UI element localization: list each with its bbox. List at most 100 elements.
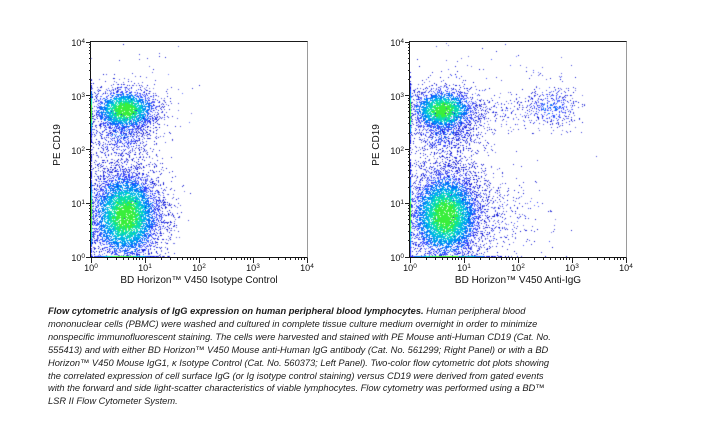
x-minor-tick [128, 258, 130, 260]
x-minor-tick [298, 258, 300, 260]
y-minor-tick [88, 97, 91, 99]
dot-plot-canvas [90, 42, 307, 257]
y-minor-tick [407, 123, 410, 125]
x-minor-tick [182, 258, 184, 260]
x-minor-tick [123, 258, 124, 260]
y-minor-tick [88, 103, 91, 105]
y-minor-tick [88, 116, 91, 118]
y-minor-tick [88, 62, 91, 64]
y-minor-tick [88, 186, 91, 188]
figure-caption: Flow cytometric analysis of IgG expressi… [48, 305, 562, 408]
x-minor-tick [177, 258, 178, 260]
x-tick-label: 104 [619, 263, 633, 273]
x-minor-tick [455, 258, 457, 260]
y-axis-tick-labels: 100 101 102 103 104 [57, 38, 85, 263]
plot-frame [89, 41, 308, 258]
y-major-tick [85, 41, 91, 43]
y-minor-tick [407, 151, 410, 153]
y-minor-tick [88, 170, 91, 172]
x-axis-tick-labels: 100 101 102 103 104 [84, 261, 314, 274]
y-axis-tick-labels: 100 101 102 103 104 [376, 38, 404, 263]
x-minor-tick [193, 258, 195, 260]
y-minor-tick [407, 214, 410, 216]
y-minor-tick [407, 53, 410, 55]
x-minor-tick [278, 258, 280, 260]
y-minor-tick [407, 218, 410, 220]
x-minor-tick [623, 258, 625, 260]
y-tick-label: 100 [71, 253, 85, 263]
x-major-tick [517, 258, 519, 263]
x-minor-tick [236, 258, 238, 260]
x-minor-tick [186, 258, 188, 260]
x-tick-label: 103 [565, 263, 579, 273]
y-minor-tick [88, 53, 91, 55]
x-minor-tick [550, 258, 551, 260]
x-tick-label: 103 [246, 263, 260, 273]
x-tick-label: 101 [457, 263, 471, 273]
y-minor-tick [88, 100, 91, 102]
x-minor-tick [435, 258, 437, 260]
x-minor-tick [447, 258, 449, 260]
x-minor-tick [285, 258, 286, 260]
y-minor-tick [407, 154, 410, 156]
x-minor-tick [515, 258, 517, 260]
y-minor-tick [88, 43, 91, 45]
x-minor-tick [587, 258, 589, 260]
x-minor-tick [268, 258, 270, 260]
x-axis-ticks [409, 258, 627, 264]
y-tick-label: 104 [71, 38, 85, 48]
x-major-tick [198, 258, 200, 263]
y-axis-title: PE CD19 [371, 124, 382, 166]
y-major-tick [85, 95, 91, 97]
x-minor-tick [496, 258, 497, 260]
x-major-tick [463, 258, 465, 263]
x-major-tick [409, 258, 411, 263]
x-minor-tick [458, 258, 460, 260]
y-axis-ticks [85, 41, 91, 258]
x-tick-label: 104 [300, 263, 314, 273]
x-tick-label: 101 [138, 263, 152, 273]
y-minor-tick [407, 205, 410, 207]
y-minor-tick [88, 214, 91, 216]
y-minor-tick [88, 111, 91, 113]
caption-title: Flow cytometric analysis of IgG expressi… [48, 306, 424, 316]
x-minor-tick [533, 258, 535, 260]
x-minor-tick [106, 258, 108, 260]
y-minor-tick [407, 49, 410, 51]
y-minor-tick [407, 157, 410, 159]
y-minor-tick [88, 79, 91, 81]
x-major-tick [90, 258, 92, 263]
y-minor-tick [88, 160, 91, 162]
y-minor-tick [407, 116, 410, 118]
y-tick-label: 100 [390, 253, 404, 263]
y-major-tick [404, 202, 410, 204]
y-minor-tick [88, 165, 91, 167]
y-tick-label: 104 [390, 38, 404, 48]
x-minor-tick [247, 258, 249, 260]
y-minor-tick [88, 218, 91, 220]
x-minor-tick [555, 258, 557, 260]
y-minor-tick [88, 211, 91, 213]
x-minor-tick [501, 258, 503, 260]
x-minor-tick [512, 258, 514, 260]
y-minor-tick [407, 100, 410, 102]
x-minor-tick [304, 258, 306, 260]
x-minor-tick [160, 258, 162, 260]
x-minor-tick [563, 258, 565, 260]
x-minor-tick [244, 258, 246, 260]
y-major-tick [404, 256, 410, 258]
x-minor-tick [196, 258, 198, 260]
y-minor-tick [407, 165, 410, 167]
x-minor-tick [566, 258, 568, 260]
x-major-tick [144, 258, 146, 263]
y-minor-tick [88, 230, 91, 232]
y-minor-tick [88, 57, 91, 59]
x-minor-tick [604, 258, 605, 260]
x-minor-tick [294, 258, 296, 260]
y-axis-ticks [404, 41, 410, 258]
x-minor-tick [597, 258, 599, 260]
y-minor-tick [88, 224, 91, 226]
y-minor-tick [407, 111, 410, 113]
y-minor-tick [88, 123, 91, 125]
